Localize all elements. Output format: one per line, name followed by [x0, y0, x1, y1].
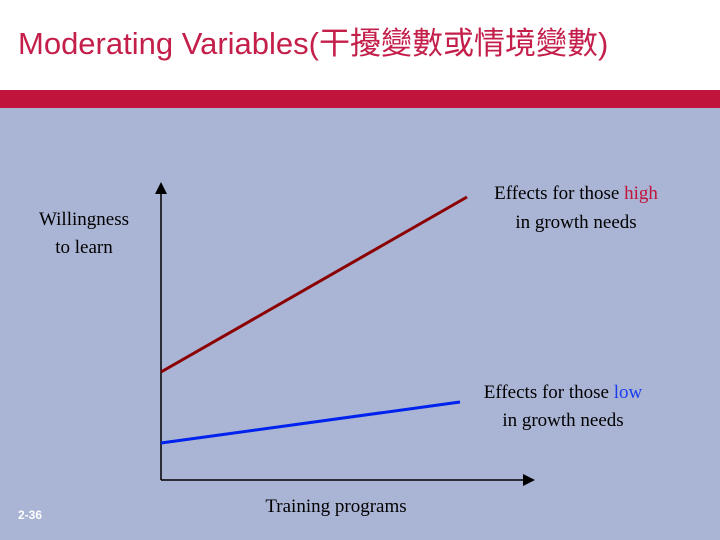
low-label: in growth needs: [502, 410, 623, 431]
label-emphasis: low: [614, 382, 643, 403]
low-line: [160, 400, 461, 445]
header-band: [0, 90, 720, 108]
high-label: in growth needs: [515, 212, 636, 233]
title: Moderating Variables(干擾變數或情境變數): [18, 26, 608, 61]
low-label: Effects for those low: [484, 382, 643, 403]
label-emphasis: high: [624, 183, 658, 204]
high-line: [160, 195, 468, 374]
content-area: [0, 108, 720, 540]
label-text: Effects for those: [484, 382, 609, 403]
x-axis-label: Training programs: [265, 496, 406, 517]
slide-number: 2-36: [18, 508, 42, 522]
y-axis-label: Willingness: [39, 209, 129, 230]
label-text: Effects for those: [494, 183, 619, 204]
y-axis-label: to learn: [55, 237, 113, 258]
high-label: Effects for those high: [494, 183, 658, 204]
